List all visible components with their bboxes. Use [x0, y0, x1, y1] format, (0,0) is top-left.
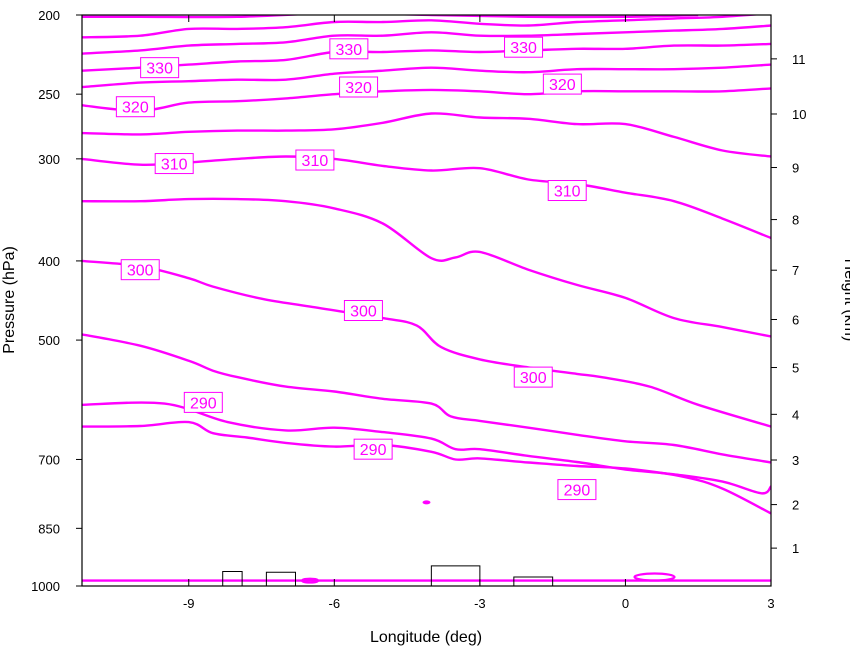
pressure-tick-label: 400	[38, 254, 60, 269]
x-tick-label: -9	[183, 596, 195, 611]
contour-label-box	[542, 73, 582, 95]
height-tick-label: 2	[792, 498, 799, 513]
contour-label: 310	[161, 157, 188, 174]
plot-frame	[81, 14, 772, 587]
contour-line-7	[82, 155, 771, 240]
pressure-tick-label: 1000	[31, 579, 60, 594]
contour-label: 320	[549, 77, 576, 94]
contour-label: 290	[360, 442, 387, 459]
height-tick-label: 3	[792, 453, 799, 468]
terrain-outline	[222, 565, 554, 586]
contour-label-box	[154, 153, 194, 175]
contour-label-box	[343, 300, 383, 322]
contour-label-box	[183, 391, 223, 413]
terrain-step-3	[430, 565, 481, 586]
contour-label: 310	[554, 184, 581, 201]
contour-label: 300	[127, 263, 154, 280]
contour-line-4	[82, 333, 771, 464]
contour-label: 300	[350, 304, 377, 321]
x-axis-title: Longitude (deg)	[370, 629, 482, 646]
contour-line-3	[82, 401, 771, 495]
pressure-tick-label: 200	[38, 8, 60, 23]
contour-line-12	[82, 24, 771, 55]
pressure-tick-label: 250	[38, 87, 60, 102]
contour-line-2	[82, 420, 771, 515]
terrain-step-4	[513, 576, 554, 586]
contour-label-box	[504, 36, 544, 58]
contour-label: 290	[190, 395, 217, 412]
height-tick-label: 11	[792, 52, 806, 67]
contour-labels: 290 290 290 300 300 300 310 310 310 320 320 320 330 3…	[115, 36, 597, 501]
contour-loop	[633, 572, 676, 582]
height-axis: 1 2 3 4 5 6 7 8 9 10 11	[771, 52, 806, 556]
contour-label-box	[513, 366, 553, 388]
terrain-step-2	[265, 571, 296, 586]
contour-label-box	[557, 479, 597, 501]
contour-label-box	[339, 76, 379, 98]
terrain-step-1	[222, 571, 243, 586]
contour-label: 330	[146, 61, 173, 78]
height-tick-label: 7	[792, 263, 799, 278]
contour-lines	[82, 15, 771, 584]
x-tick-label: -6	[329, 596, 341, 611]
contour-label-box	[329, 38, 369, 60]
x-axis: -9 -6 -3 0 3	[183, 15, 775, 611]
contour-line-6	[82, 197, 771, 338]
contour-line-14	[82, 15, 699, 19]
contour-label-box	[120, 259, 160, 281]
contour-label: 320	[345, 80, 372, 97]
height-tick-label: 4	[792, 407, 799, 422]
height-tick-label: 6	[792, 312, 799, 327]
pressure-tick-label: 700	[38, 452, 60, 467]
height-tick-label: 10	[792, 107, 806, 122]
contour-label: 320	[122, 100, 149, 117]
x-tick-label: 3	[767, 596, 774, 611]
contour-label-box	[295, 149, 335, 171]
pressure-tick-label: 500	[38, 333, 60, 348]
contour-blob	[422, 500, 431, 505]
pressure-tick-label: 300	[38, 152, 60, 167]
contour-label: 330	[336, 42, 363, 59]
contour-line-8	[82, 112, 771, 158]
height-tick-label: 1	[792, 541, 799, 556]
y-axis-title-right: Height (km)	[841, 259, 850, 342]
contour-label: 290	[564, 483, 591, 500]
contour-label-box	[547, 180, 587, 202]
contour-label: 300	[520, 370, 547, 387]
height-tick-label: 9	[792, 161, 799, 176]
contour-label-box	[115, 96, 155, 118]
contour-line-13	[82, 15, 764, 39]
contour-line-11	[82, 42, 771, 72]
x-tick-label: 0	[622, 596, 629, 611]
height-tick-label: 5	[792, 361, 799, 376]
height-tick-label: 8	[792, 213, 799, 228]
contour-line-10	[82, 63, 771, 89]
pressure-tick-label: 850	[38, 521, 60, 536]
contour-line-9	[82, 87, 771, 113]
pressure-axis: 200 250 300 400 500 700 850 1000	[31, 8, 82, 594]
x-tick-label: -3	[474, 596, 486, 611]
contour-loop-small	[301, 577, 320, 584]
contour-label-box	[353, 438, 393, 460]
contour-label: 330	[510, 40, 537, 57]
y-axis-title-left: Pressure (hPa)	[1, 246, 18, 354]
contour-label: 310	[302, 153, 329, 170]
contour-line-5	[82, 259, 771, 428]
contour-label-box	[140, 57, 180, 79]
